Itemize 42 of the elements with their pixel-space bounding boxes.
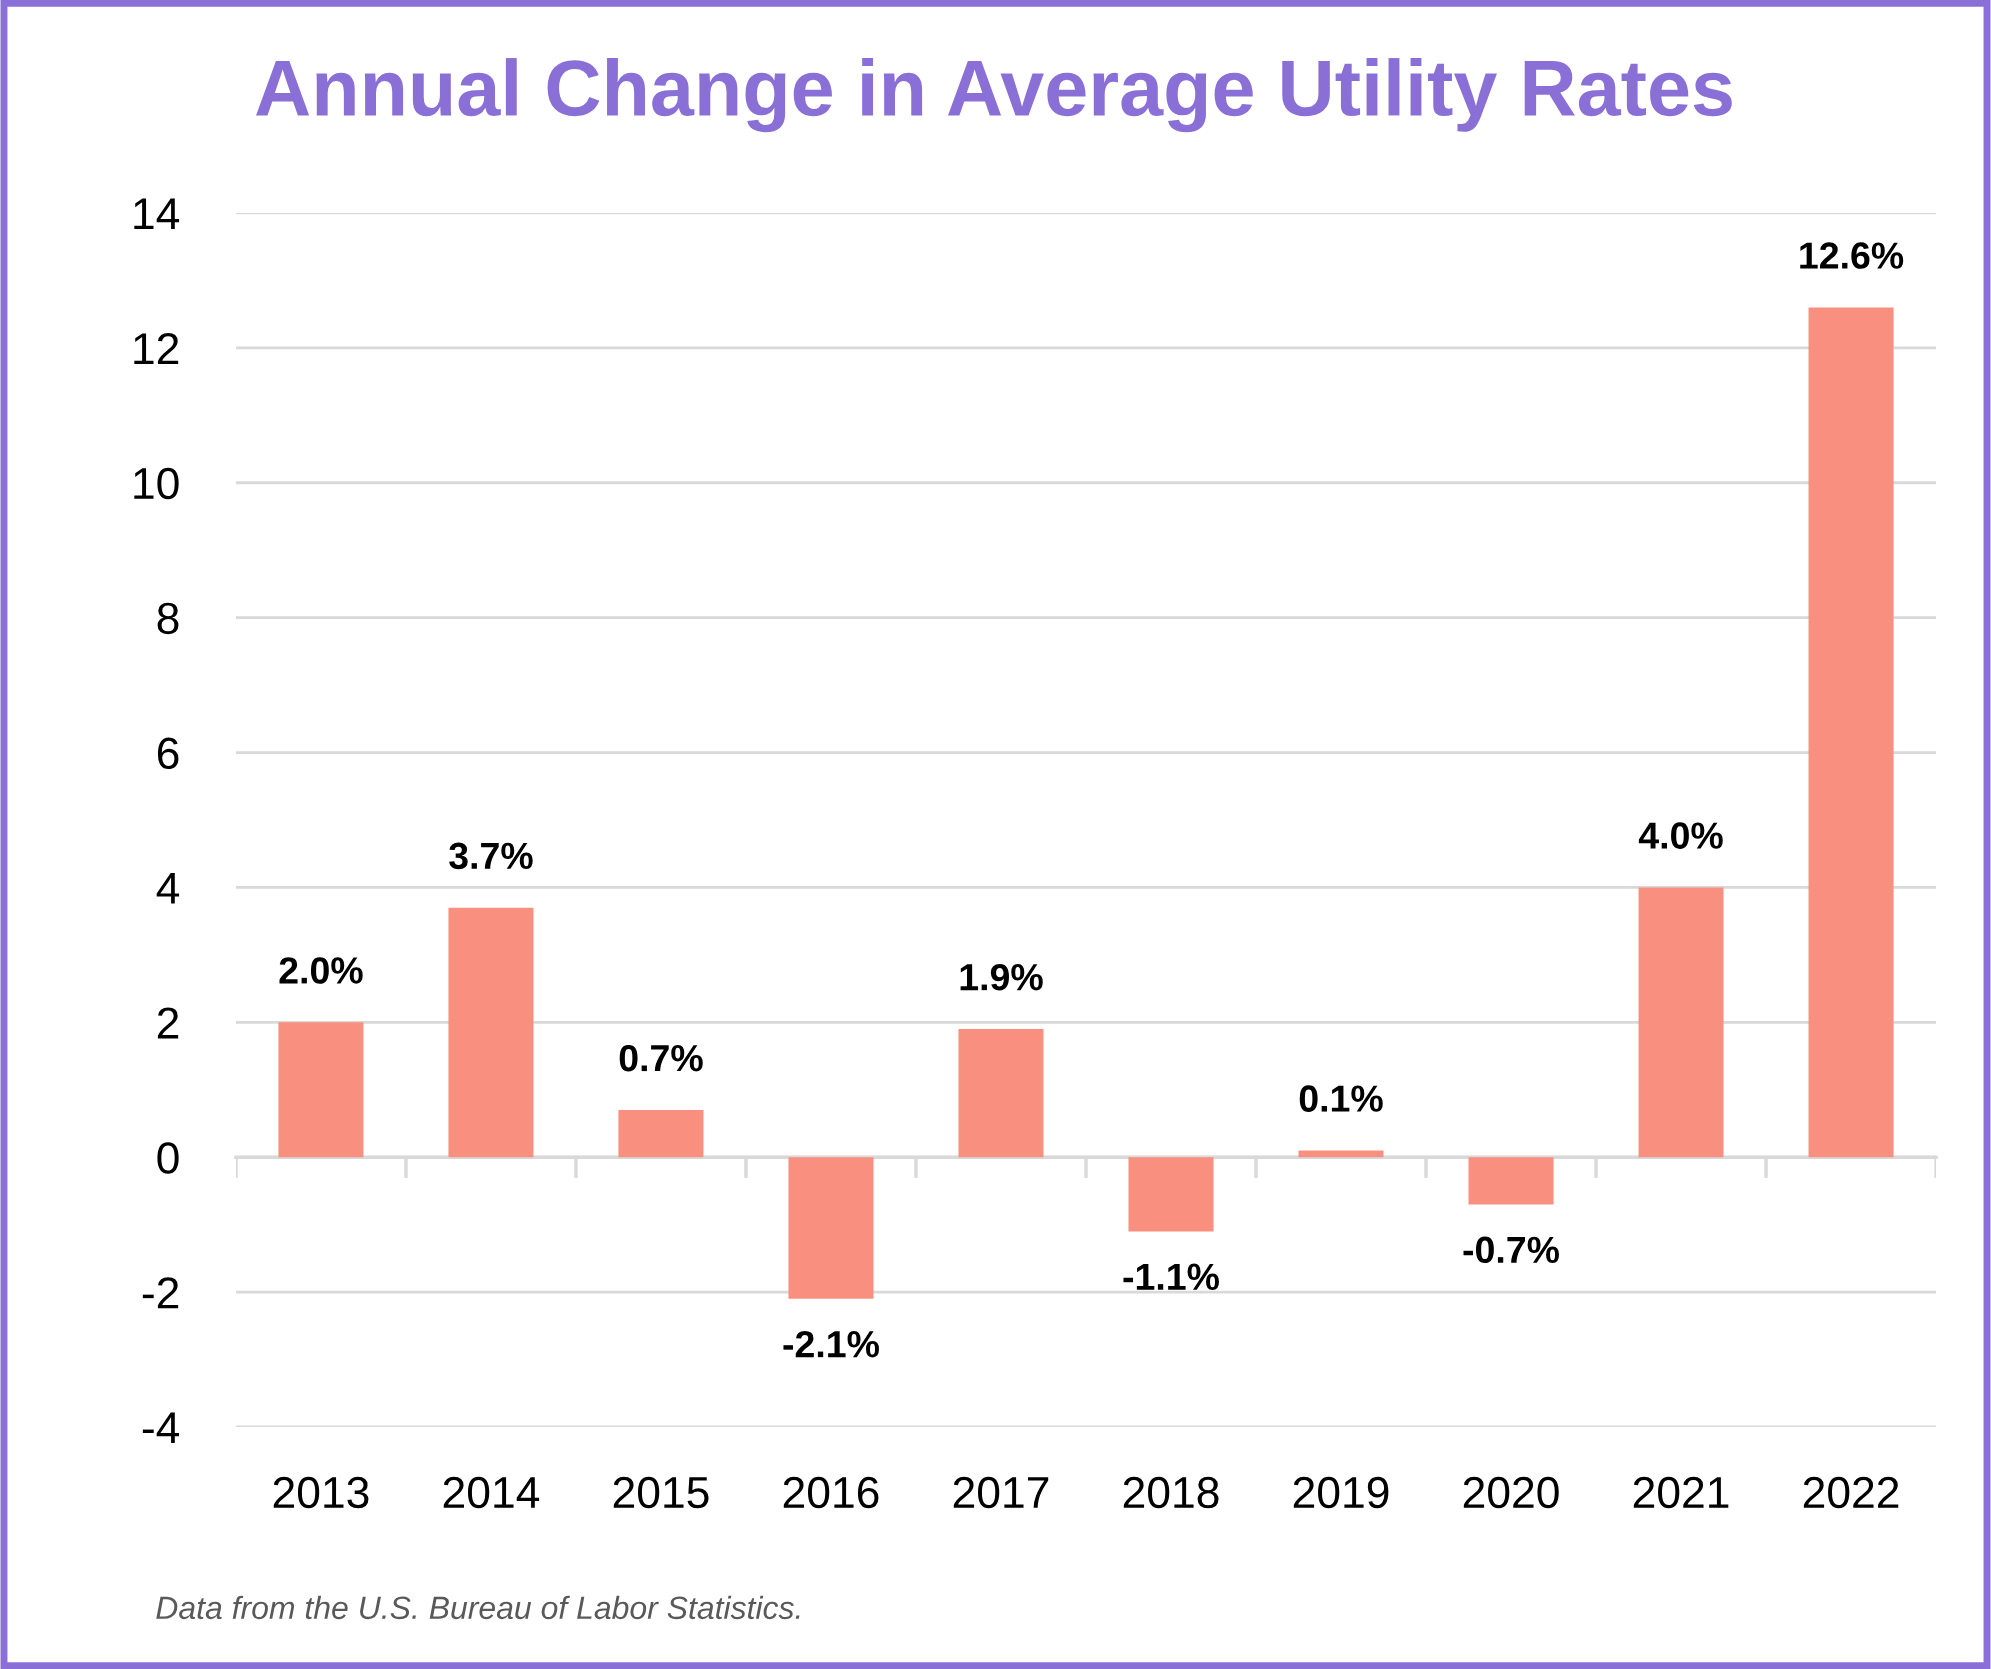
data-label: 2.0% [279, 957, 363, 984]
bar [1638, 887, 1724, 1158]
text: Data from the U.S. Bureau of Labor Statistics. [156, 1595, 800, 1620]
y-tick-label: 0 [157, 1142, 179, 1174]
bar [278, 1022, 364, 1158]
x-tick-label: 2014 [443, 1476, 540, 1509]
y-tick-label: -4 [142, 1412, 180, 1444]
x-tick-label: 2019 [1293, 1476, 1389, 1509]
data-label: 3.7% [449, 842, 533, 870]
x-tick-label: 2022 [1803, 1476, 1899, 1509]
y-tick-label: 12 [134, 332, 179, 364]
bar [1128, 1157, 1214, 1232]
data-label: -0.7% [1463, 1236, 1560, 1264]
y-tick-label: 4 [156, 872, 180, 904]
data-label: 0.1% [1299, 1085, 1383, 1112]
bar [448, 907, 534, 1158]
bar [1808, 307, 1894, 1158]
data-label: 1.9% [960, 963, 1043, 991]
x-tick-label: 2016 [783, 1476, 879, 1509]
x-tick-label: 2020 [1463, 1476, 1559, 1509]
y-tick-label: 6 [157, 737, 179, 770]
y-tick-label: -2 [142, 1277, 179, 1309]
y-tick-label: 14 [134, 198, 180, 230]
bar [1298, 1150, 1384, 1158]
chart-title: Annual Change in Average Utility Rates [256, 58, 1732, 133]
y-tick-label: 2 [157, 1007, 179, 1039]
y-tick-label: 10 [134, 467, 179, 500]
bar [958, 1029, 1044, 1158]
data-label: -1.1% [1123, 1263, 1219, 1290]
x-tick-label: 2018 [1123, 1476, 1219, 1509]
x-tick-label: 2017 [953, 1476, 1049, 1509]
data-label: 0.7% [619, 1044, 703, 1072]
x-tick-label: 2013 [273, 1476, 369, 1509]
x-tick-label: 2015 [613, 1476, 709, 1509]
data-label: 12.6% [1800, 242, 1904, 269]
x-tick-label: 2021 [1633, 1476, 1729, 1509]
data-label: 4.0% [1638, 822, 1723, 849]
y-tick-label: 8 [157, 602, 179, 635]
bar [788, 1157, 874, 1299]
bar [618, 1110, 704, 1158]
bar [1468, 1157, 1554, 1205]
data-label: -2.1% [783, 1330, 879, 1358]
